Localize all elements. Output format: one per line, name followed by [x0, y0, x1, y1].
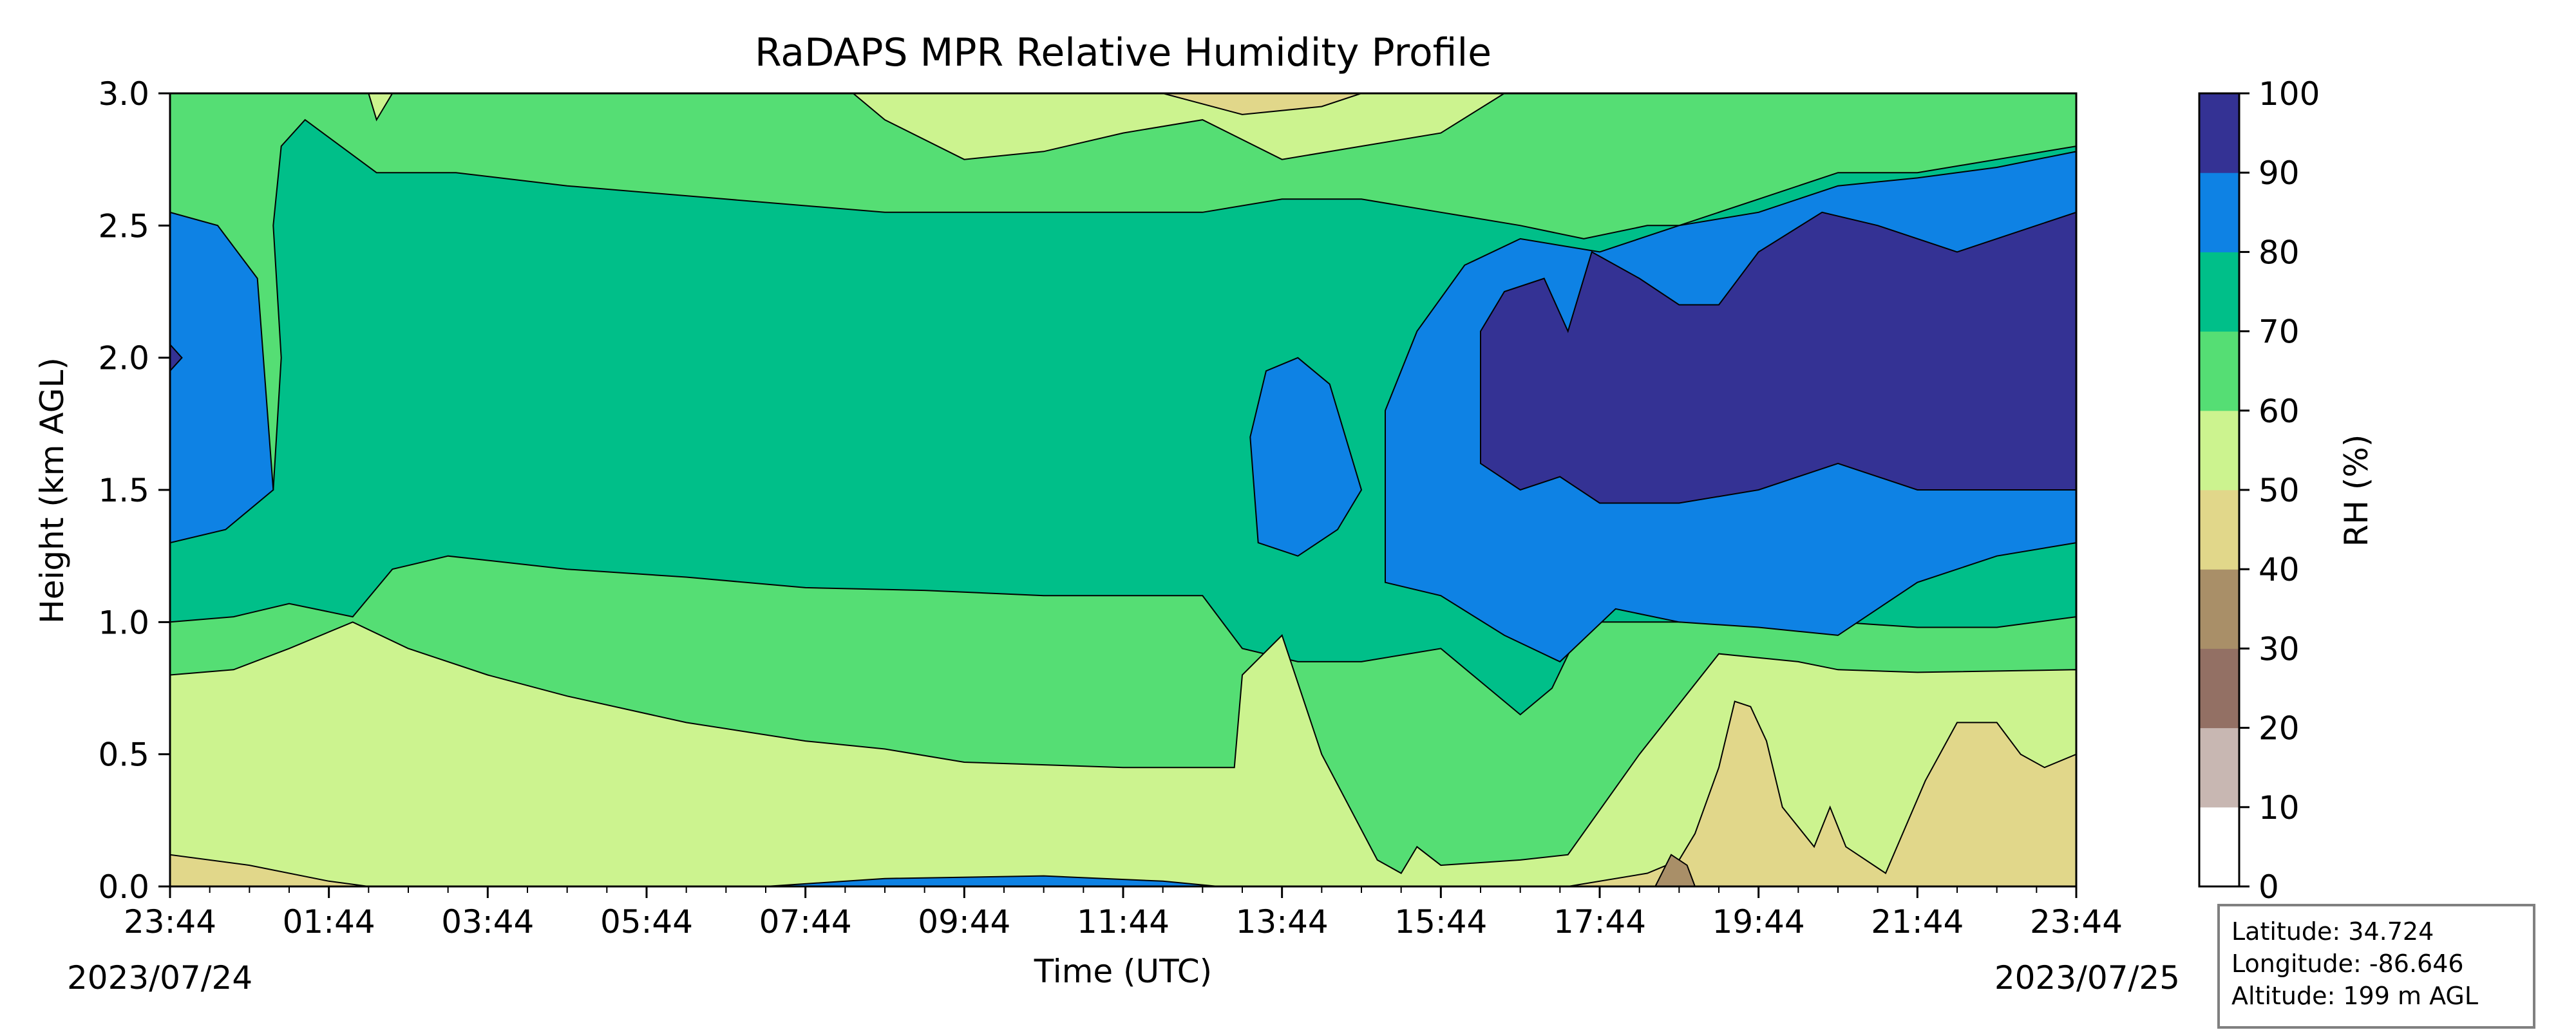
location-info-box: Latitude: 34.724 Longitude: -86.646 Alti… [2217, 904, 2535, 1029]
x-tick-label: 21:44 [1871, 903, 1964, 941]
y-tick-label: 1.0 [98, 604, 149, 641]
colorbar-swatch [2199, 331, 2239, 411]
colorbar-tick-label: 100 [2259, 75, 2320, 113]
colorbar-swatch [2199, 807, 2239, 887]
band-30-40 [1654, 854, 1696, 886]
y-tick-label: 0.0 [98, 868, 149, 906]
y-tick-label: 1.5 [98, 472, 149, 509]
colorbar-tick-label: 80 [2259, 234, 2300, 271]
x-tick-label: 17:44 [1553, 903, 1646, 941]
band-40-50-upper [1162, 93, 1362, 115]
band-50-60-lower [170, 621, 2076, 886]
x-tick-label: 07:44 [759, 903, 852, 941]
y-tick-label: 0.5 [98, 736, 149, 774]
info-longitude: Longitude: -86.646 [2231, 950, 2464, 978]
colorbar-tick-label: 0 [2259, 868, 2279, 906]
colorbar-tick-label: 30 [2259, 630, 2300, 668]
contour-fill-layer [170, 93, 2076, 886]
band-80-90-left [170, 211, 274, 544]
colorbar-swatch [2199, 252, 2239, 332]
colorbar-swatch [2199, 569, 2239, 649]
band-80-90-mid [1249, 357, 1363, 557]
band-40-50 [170, 700, 2076, 886]
y-tick-label: 2.5 [98, 207, 149, 245]
x-axis: 23:44 01:44 03:44 05:44 07:44 09:44 11:44 13:44… [124, 886, 2123, 941]
info-altitude: Altitude: 199 m AGL [2231, 982, 2478, 1010]
info-box-frame [2217, 904, 2535, 1029]
plot-area [169, 92, 2078, 888]
x-tick-label: 05:44 [600, 903, 693, 941]
x-tick-label: 01:44 [283, 903, 375, 941]
x-tick-label: 23:44 [2030, 903, 2123, 941]
colorbar-tick-label: 60 [2259, 393, 2300, 430]
colorbar-swatch [2199, 93, 2239, 173]
colorbar-swatch [2199, 410, 2239, 491]
band-60-70-upper [170, 93, 2076, 544]
colorbar-swatch [2199, 490, 2239, 570]
x-tick-label: 03:44 [441, 903, 534, 941]
x-tick-label: 09:44 [918, 903, 1010, 941]
chart-title: RaDAPS MPR Relative Humidity Profile [755, 30, 1492, 75]
colorbar: 0 10 20 30 40 50 60 70 80 90 100 [2198, 75, 2320, 906]
colorbar-tick-label: 10 [2259, 789, 2300, 827]
y-axis-label: Height (km AGL) [33, 357, 71, 624]
y-tick-label: 2.0 [98, 340, 149, 377]
info-latitude: Latitude: 34.724 [2231, 917, 2434, 946]
colorbar-tick-label: 70 [2259, 314, 2300, 351]
colorbar-tick-label: 90 [2259, 154, 2300, 192]
colorbar-tick-label: 50 [2259, 472, 2300, 509]
start-date-label: 2023/07/24 [67, 959, 252, 997]
end-date-label: 2023/07/25 [1994, 959, 2180, 997]
colorbar-swatch [2199, 648, 2239, 729]
band-90-100 [1480, 211, 2076, 504]
x-tick-label: 13:44 [1236, 903, 1329, 941]
colorbar-swatch [2199, 727, 2239, 808]
y-tick-label: 3.0 [98, 75, 149, 113]
band-80-90-surface [765, 875, 1219, 886]
band-50-60-upper-left [368, 93, 393, 122]
x-tick-label: 19:44 [1712, 903, 1805, 941]
colorbar-tick-label: 40 [2259, 551, 2300, 588]
colorbar-label: RH (%) [2338, 435, 2375, 547]
x-axis-label: Time (UTC) [1034, 953, 1212, 990]
colorbar-swatch [2199, 173, 2239, 252]
band-50-60-upper [852, 93, 1506, 160]
x-tick-label: 11:44 [1077, 903, 1170, 941]
y-axis: 0.0 0.5 1.0 1.5 2.0 2.5 3.0 [98, 75, 170, 906]
band-90-100-spot [170, 343, 183, 372]
colorbar-tick-label: 20 [2259, 710, 2300, 747]
x-tick-label: 23:44 [124, 903, 216, 941]
x-tick-label: 15:44 [1394, 903, 1487, 941]
